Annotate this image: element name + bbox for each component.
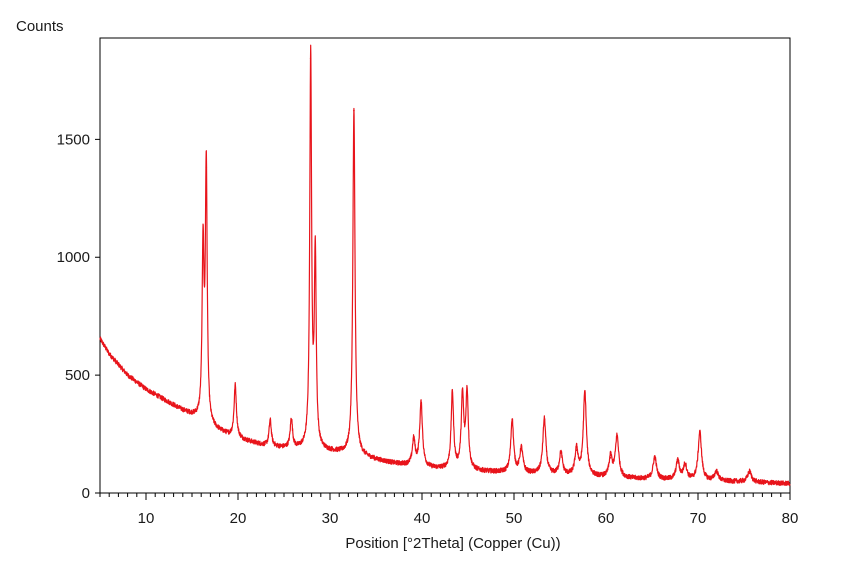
x-tick-label: 50 xyxy=(506,510,523,527)
x-tick-label: 80 xyxy=(782,510,799,527)
peak-point xyxy=(584,392,586,394)
peak-point xyxy=(699,431,701,434)
peak-point xyxy=(269,419,272,422)
peak-point xyxy=(684,464,686,466)
x-tick-label: 10 xyxy=(138,510,155,527)
peak-point xyxy=(202,249,204,251)
x-tick-label: 60 xyxy=(598,510,615,527)
peak-point xyxy=(560,452,562,454)
peak-point xyxy=(290,418,293,421)
x-tick-label: 30 xyxy=(322,510,339,527)
peak-point xyxy=(451,392,454,394)
x-tick-label: 70 xyxy=(690,510,707,527)
y-tick-label: 500 xyxy=(65,367,90,384)
peak-point xyxy=(575,449,578,452)
peak-point xyxy=(748,470,751,473)
peak-point xyxy=(520,447,523,450)
peak-point xyxy=(461,396,464,398)
y-tick-label: 1000 xyxy=(57,249,90,266)
peak-point xyxy=(676,460,679,463)
peak-point xyxy=(420,402,422,405)
x-tick-label: 40 xyxy=(414,510,431,527)
peak-point xyxy=(412,439,415,441)
peak-point xyxy=(543,418,546,420)
y-axis-title: Counts xyxy=(16,18,64,35)
x-axis: 10 20 30 40 50 60 70 80 xyxy=(99,493,799,527)
peak-point xyxy=(466,393,468,395)
peak-point xyxy=(309,57,312,60)
peak-point xyxy=(609,457,612,459)
peak-point xyxy=(653,456,656,458)
peak-point xyxy=(314,256,317,258)
x-axis-title: Position [°2Theta] (Copper (Cu)) xyxy=(345,535,560,552)
peak-point xyxy=(616,436,618,438)
x-tick-label: 20 xyxy=(230,510,247,527)
y-axis: 0 500 1000 1500 xyxy=(57,131,100,502)
peak-point xyxy=(353,109,355,112)
series-layer xyxy=(99,44,791,487)
peak-point xyxy=(234,384,237,387)
y-tick-label: 0 xyxy=(82,485,90,502)
peak-point xyxy=(511,419,513,421)
peak-point xyxy=(205,166,208,168)
plot-frame xyxy=(99,37,791,494)
peak-point xyxy=(715,470,718,473)
diffraction-series-line xyxy=(99,44,791,487)
y-tick-label: 1500 xyxy=(57,131,90,148)
